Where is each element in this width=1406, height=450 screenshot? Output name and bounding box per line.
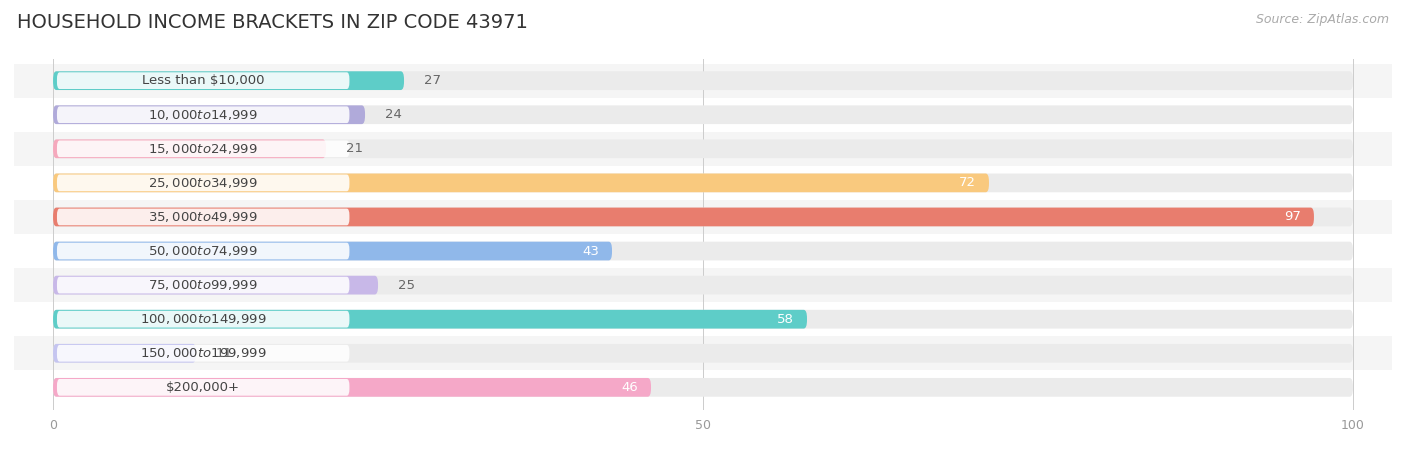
- Text: Source: ZipAtlas.com: Source: ZipAtlas.com: [1256, 14, 1389, 27]
- FancyBboxPatch shape: [53, 242, 612, 261]
- FancyBboxPatch shape: [53, 344, 195, 363]
- Text: 11: 11: [215, 347, 232, 360]
- FancyBboxPatch shape: [53, 140, 1353, 158]
- Text: 97: 97: [1284, 211, 1301, 224]
- FancyBboxPatch shape: [53, 310, 1353, 328]
- FancyBboxPatch shape: [14, 268, 1392, 302]
- FancyBboxPatch shape: [14, 63, 1392, 98]
- FancyBboxPatch shape: [14, 302, 1392, 336]
- FancyBboxPatch shape: [58, 209, 350, 225]
- FancyBboxPatch shape: [53, 105, 366, 124]
- FancyBboxPatch shape: [53, 174, 1353, 192]
- Text: 21: 21: [346, 142, 363, 155]
- FancyBboxPatch shape: [53, 276, 378, 294]
- Text: 25: 25: [398, 279, 415, 292]
- Text: $200,000+: $200,000+: [166, 381, 240, 394]
- Text: $150,000 to $199,999: $150,000 to $199,999: [141, 346, 267, 360]
- FancyBboxPatch shape: [14, 234, 1392, 268]
- FancyBboxPatch shape: [58, 175, 350, 191]
- FancyBboxPatch shape: [53, 207, 1315, 226]
- Text: 46: 46: [621, 381, 638, 394]
- FancyBboxPatch shape: [53, 344, 1353, 363]
- FancyBboxPatch shape: [58, 277, 350, 293]
- Text: $25,000 to $34,999: $25,000 to $34,999: [149, 176, 259, 190]
- Text: $50,000 to $74,999: $50,000 to $74,999: [149, 244, 259, 258]
- FancyBboxPatch shape: [58, 72, 350, 89]
- FancyBboxPatch shape: [14, 98, 1392, 132]
- FancyBboxPatch shape: [14, 200, 1392, 234]
- Text: $75,000 to $99,999: $75,000 to $99,999: [149, 278, 259, 292]
- FancyBboxPatch shape: [53, 242, 1353, 261]
- FancyBboxPatch shape: [14, 336, 1392, 370]
- FancyBboxPatch shape: [53, 378, 1353, 397]
- FancyBboxPatch shape: [53, 310, 807, 328]
- FancyBboxPatch shape: [58, 140, 350, 157]
- FancyBboxPatch shape: [53, 140, 326, 158]
- Text: Less than $10,000: Less than $10,000: [142, 74, 264, 87]
- FancyBboxPatch shape: [58, 106, 350, 123]
- FancyBboxPatch shape: [53, 276, 1353, 294]
- FancyBboxPatch shape: [14, 370, 1392, 405]
- FancyBboxPatch shape: [53, 207, 1353, 226]
- Text: 24: 24: [384, 108, 401, 121]
- FancyBboxPatch shape: [58, 345, 350, 362]
- FancyBboxPatch shape: [53, 71, 1353, 90]
- FancyBboxPatch shape: [58, 243, 350, 259]
- Text: $100,000 to $149,999: $100,000 to $149,999: [141, 312, 267, 326]
- FancyBboxPatch shape: [58, 311, 350, 328]
- Text: $35,000 to $49,999: $35,000 to $49,999: [149, 210, 259, 224]
- FancyBboxPatch shape: [58, 379, 350, 396]
- FancyBboxPatch shape: [53, 71, 404, 90]
- Text: $10,000 to $14,999: $10,000 to $14,999: [149, 108, 259, 122]
- Text: 27: 27: [423, 74, 440, 87]
- FancyBboxPatch shape: [53, 378, 651, 397]
- Text: 43: 43: [582, 244, 599, 257]
- FancyBboxPatch shape: [14, 132, 1392, 166]
- FancyBboxPatch shape: [53, 105, 1353, 124]
- FancyBboxPatch shape: [14, 166, 1392, 200]
- Text: 72: 72: [959, 176, 976, 189]
- Text: 58: 58: [778, 313, 794, 326]
- Text: HOUSEHOLD INCOME BRACKETS IN ZIP CODE 43971: HOUSEHOLD INCOME BRACKETS IN ZIP CODE 43…: [17, 14, 527, 32]
- FancyBboxPatch shape: [53, 174, 988, 192]
- Text: $15,000 to $24,999: $15,000 to $24,999: [149, 142, 259, 156]
